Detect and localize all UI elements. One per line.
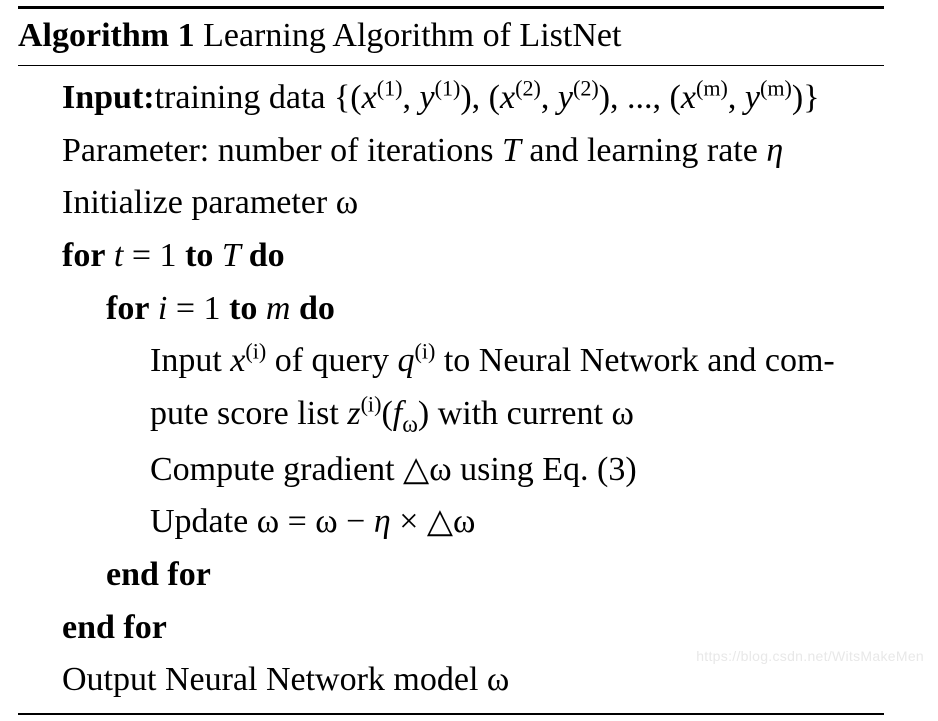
text: ), ..., ( xyxy=(599,79,681,116)
sub-omega: ω xyxy=(402,412,418,438)
text: , xyxy=(541,79,558,116)
var-omega: ω xyxy=(487,661,509,698)
var-omega: ω xyxy=(315,503,337,540)
text: − xyxy=(338,503,374,540)
var-y: y xyxy=(745,79,760,116)
line-endfor-inner: end for xyxy=(62,549,884,602)
text: ( xyxy=(381,395,392,432)
algorithm-caption: Learning Algorithm of ListNet xyxy=(195,17,622,54)
var-x: x xyxy=(681,79,696,116)
line-for-outer: for t = 1 to T do xyxy=(62,230,884,283)
var-omega: ω xyxy=(453,503,475,540)
var-f: f xyxy=(393,395,402,432)
line-step-score-a: Input x(i) of query q(i) to Neural Netwo… xyxy=(62,335,884,388)
text: and learning rate xyxy=(521,132,766,169)
text: to Neural Network and com- xyxy=(435,342,834,379)
var-omega: ω xyxy=(611,395,633,432)
line-for-inner: for i = 1 to m do xyxy=(62,283,884,336)
line-endfor-outer: end for xyxy=(62,602,884,655)
text: , xyxy=(728,79,745,116)
var-t: t xyxy=(105,237,123,274)
algorithm-body: Input:training data {(x(1), y(1)), (x(2)… xyxy=(18,72,884,707)
var-y: y xyxy=(558,79,573,116)
kw-for: for xyxy=(62,237,105,274)
var-omega: ω xyxy=(336,184,358,221)
kw-to: to xyxy=(229,290,257,327)
var-q: q xyxy=(397,342,414,379)
algorithm-title-row: Algorithm 1 Learning Algorithm of ListNe… xyxy=(18,11,884,61)
kw-to: to xyxy=(185,237,213,274)
text: × △ xyxy=(391,503,453,540)
kw-for: for xyxy=(106,290,149,327)
var-x: x xyxy=(500,79,515,116)
text: using Eq. (3) xyxy=(452,451,637,488)
line-parameter: Parameter: number of iterations T and le… xyxy=(62,125,884,178)
rule-bottom xyxy=(18,713,884,715)
text: Update xyxy=(150,503,257,540)
var-omega: ω xyxy=(429,451,451,488)
text: Input xyxy=(150,342,230,379)
var-m: m xyxy=(257,290,299,327)
line-step-score-b: pute score list z(i)(fω) with current ω xyxy=(62,388,884,444)
var-eta: η xyxy=(766,132,783,169)
var-x: x xyxy=(230,342,245,379)
text: = 1 xyxy=(123,237,185,274)
var-omega: ω xyxy=(257,503,279,540)
rule-top xyxy=(18,6,884,9)
kw-endfor: end for xyxy=(106,556,211,593)
text: Compute gradient △ xyxy=(150,451,429,488)
text: training data {( xyxy=(155,79,362,116)
sup: (i) xyxy=(414,339,435,364)
rule-mid xyxy=(18,65,884,66)
var-eta: η xyxy=(374,503,391,540)
text: , xyxy=(403,79,420,116)
text: pute score list xyxy=(150,395,347,432)
var-i: i xyxy=(149,290,167,327)
kw-do: do xyxy=(249,237,285,274)
var-z: z xyxy=(347,395,360,432)
sup: (1) xyxy=(435,76,461,101)
sup: (2) xyxy=(515,76,541,101)
algorithm-block: Algorithm 1 Learning Algorithm of ListNe… xyxy=(0,0,902,721)
sup: (m) xyxy=(760,76,792,101)
line-step-update: Update ω = ω − η × △ω xyxy=(62,496,884,549)
input-label: Input: xyxy=(62,79,155,116)
text: ) with current xyxy=(418,395,612,432)
var-y: y xyxy=(420,79,435,116)
var-T: T xyxy=(213,237,248,274)
sup: (i) xyxy=(245,339,266,364)
text: = xyxy=(279,503,315,540)
sup: (i) xyxy=(361,392,382,417)
text: )} xyxy=(792,79,820,116)
text: ), ( xyxy=(460,79,500,116)
var-x: x xyxy=(362,79,377,116)
sup: (2) xyxy=(573,76,599,101)
algorithm-label: Algorithm 1 xyxy=(18,17,195,54)
text: = 1 xyxy=(167,290,229,327)
kw-do: do xyxy=(299,290,335,327)
text: Initialize parameter xyxy=(62,184,336,221)
text: Output Neural Network model xyxy=(62,661,487,698)
line-step-gradient: Compute gradient △ω using Eq. (3) xyxy=(62,444,884,497)
line-initialize: Initialize parameter ω xyxy=(62,177,884,230)
sup: (m) xyxy=(696,76,728,101)
text: Parameter: number of iterations xyxy=(62,132,502,169)
line-input: Input:training data {(x(1), y(1)), (x(2)… xyxy=(62,72,884,125)
var-T: T xyxy=(502,132,521,169)
watermark-text: https://blog.csdn.net/WitsMakeMen xyxy=(696,648,924,664)
sup: (1) xyxy=(377,76,403,101)
text: of query xyxy=(266,342,397,379)
kw-endfor: end for xyxy=(62,609,167,646)
